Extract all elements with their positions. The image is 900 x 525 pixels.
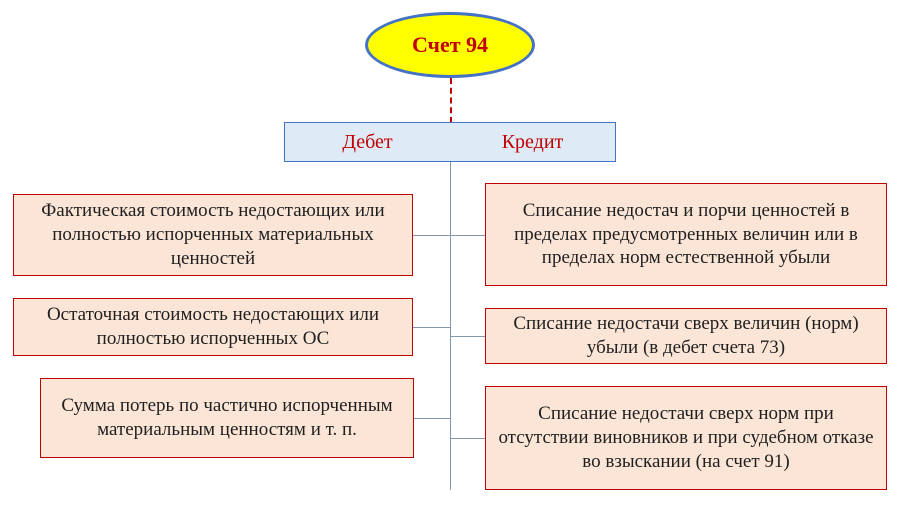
- connector-h: [450, 336, 485, 337]
- left-box-2: Сумма потерь по частично испорченным мат…: [40, 378, 414, 458]
- credit-label: Кредит: [450, 123, 615, 161]
- left-box-text-0: Фактическая стоимость недостающих или по…: [26, 199, 400, 270]
- right-box-0: Списание недостач и порчи ценностей в пр…: [485, 183, 887, 286]
- connector-h: [450, 438, 485, 439]
- left-box-0: Фактическая стоимость недостающих или по…: [13, 194, 413, 276]
- connector-h: [413, 235, 450, 236]
- right-box-text-1: Списание недостачи сверх величин (норм) …: [498, 312, 874, 360]
- right-box-2: Списание недостачи сверх норм при отсутс…: [485, 386, 887, 490]
- trunk-connector: [450, 162, 451, 490]
- connector-h: [414, 418, 450, 419]
- root-ellipse: Счет 94: [365, 12, 535, 78]
- right-box-text-0: Списание недостач и порчи ценностей в пр…: [498, 199, 874, 270]
- left-box-text-1: Остаточная стоимость недостающих или пол…: [26, 303, 400, 351]
- left-box-1: Остаточная стоимость недостающих или пол…: [13, 298, 413, 356]
- right-box-text-2: Списание недостачи сверх норм при отсутс…: [498, 402, 874, 473]
- connector-h: [413, 327, 450, 328]
- right-box-1: Списание недостачи сверх величин (норм) …: [485, 308, 887, 364]
- debit-credit-header: Дебет Кредит: [284, 122, 616, 162]
- debit-label: Дебет: [285, 123, 450, 161]
- connector-h: [450, 235, 485, 236]
- left-box-text-2: Сумма потерь по частично испорченным мат…: [53, 394, 401, 442]
- root-label: Счет 94: [412, 32, 488, 58]
